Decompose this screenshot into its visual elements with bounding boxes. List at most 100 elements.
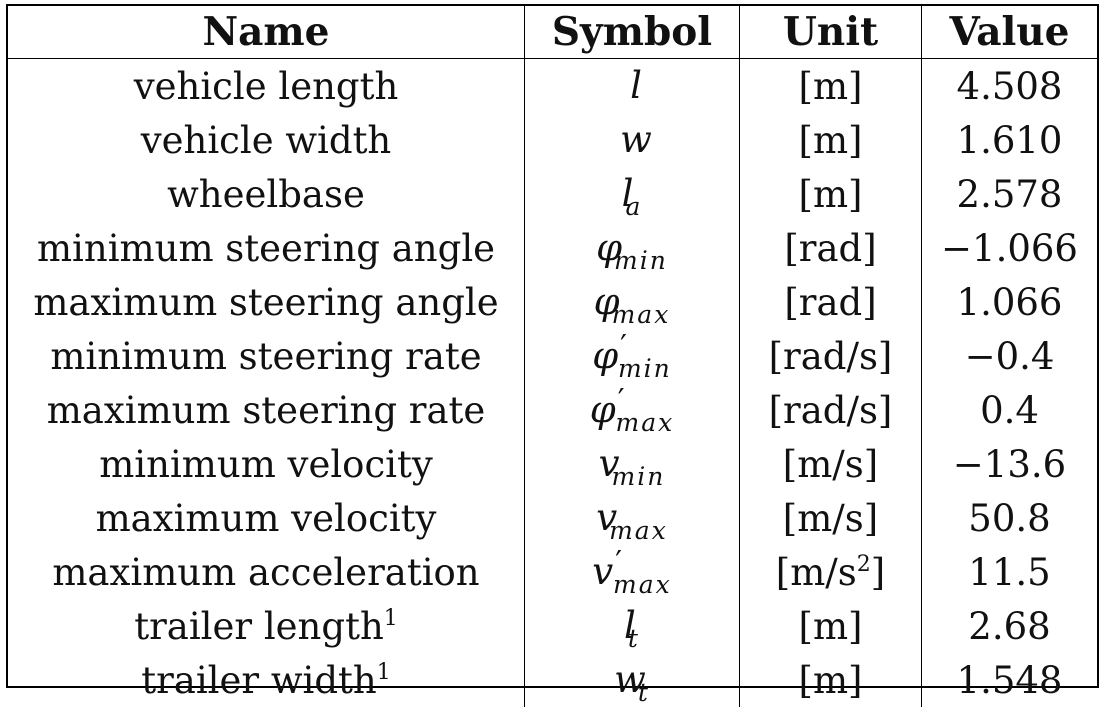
cell-name: maximum velocity: [8, 491, 525, 545]
table-row: vehicle width w [m] 1.610: [8, 113, 1097, 167]
footnote-mark: 1: [377, 660, 391, 685]
symbol-subscript: t: [638, 678, 650, 707]
symbol-subscript: max: [609, 516, 668, 545]
unit-text: [m]: [799, 659, 863, 702]
name-text: minimum velocity: [99, 443, 433, 486]
cell-unit: [m]: [740, 113, 922, 167]
cell-value: 1.066: [922, 275, 1098, 329]
unit-text: [rad/s]: [769, 335, 893, 378]
symbol-subscript: t: [628, 624, 640, 653]
value-text: 1.610: [957, 119, 1063, 162]
unit-text: [rad/s]: [769, 389, 893, 432]
header-name: Name: [8, 6, 525, 59]
table-row: maximum steering rate φ′max [rad/s] 0.4: [8, 383, 1097, 437]
table-row: vehicle length l [m] 4.508: [8, 59, 1097, 114]
cell-symbol: vmax: [525, 491, 740, 545]
cell-unit: [rad]: [740, 221, 922, 275]
cell-symbol: φmax: [525, 275, 740, 329]
name-text: minimum steering angle: [37, 227, 495, 270]
symbol: l: [630, 64, 634, 107]
cell-name: vehicle width: [8, 113, 525, 167]
cell-value: 11.5: [922, 545, 1098, 599]
table-row: maximum steering angle φmax [rad] 1.066: [8, 275, 1097, 329]
cell-unit: [rad/s]: [740, 329, 922, 383]
table-header-row: Name Symbol Unit Value: [8, 6, 1097, 59]
symbol: φ′max: [590, 388, 674, 431]
unit-text: [m/s]: [783, 443, 878, 486]
footnote-mark: 1: [384, 606, 398, 631]
cell-value: −0.4: [922, 329, 1098, 383]
name-text: trailer length: [134, 605, 384, 648]
symbol: φmax: [594, 280, 671, 323]
header-unit: Unit: [740, 6, 922, 59]
unit-text: [rad]: [784, 227, 876, 270]
value-text: −1.066: [941, 227, 1078, 270]
cell-name: minimum steering rate: [8, 329, 525, 383]
name-text: maximum velocity: [96, 497, 437, 540]
symbol: w: [620, 118, 644, 161]
symbol: vmax: [596, 496, 668, 539]
unit-text: [m/s: [776, 551, 857, 594]
table-row: maximum velocity vmax [m/s] 50.8: [8, 491, 1097, 545]
cell-symbol: l: [525, 59, 740, 114]
name-text: minimum steering rate: [50, 335, 481, 378]
cell-symbol: w: [525, 113, 740, 167]
table-row: minimum velocity vmin [m/s] −13.6: [8, 437, 1097, 491]
value-text: −0.4: [965, 335, 1055, 378]
unit-text: [rad]: [784, 281, 876, 324]
unit-text: [m]: [799, 605, 863, 648]
cell-name: trailer length1: [8, 599, 525, 653]
symbol-subscript: a: [625, 192, 642, 221]
unit-text: [m]: [799, 119, 863, 162]
symbol: φmin: [596, 226, 668, 269]
value-text: −13.6: [953, 443, 1066, 486]
header-symbol: Symbol: [525, 6, 740, 59]
cell-unit: [m/s2]: [740, 545, 922, 599]
unit-text: [m]: [799, 173, 863, 216]
cell-name: minimum velocity: [8, 437, 525, 491]
table-row: minimum steering rate φ′min [rad/s] −0.4: [8, 329, 1097, 383]
name-text: maximum acceleration: [52, 551, 479, 594]
symbol: v′max: [592, 550, 671, 593]
unit-text: [m/s]: [783, 497, 878, 540]
cell-value: 1.610: [922, 113, 1098, 167]
cell-unit: [m/s]: [740, 491, 922, 545]
cell-unit: [rad/s]: [740, 383, 922, 437]
cell-symbol: φmin: [525, 221, 740, 275]
cell-unit: [m]: [740, 653, 922, 707]
name-text: maximum steering rate: [47, 389, 486, 432]
cell-name: trailer width1: [8, 653, 525, 707]
name-text: maximum steering angle: [33, 281, 498, 324]
name-text: trailer width: [141, 659, 377, 702]
table-body: vehicle length l [m] 4.508 vehicle width w [m]…: [8, 59, 1097, 707]
cell-name: maximum steering angle: [8, 275, 525, 329]
symbol-base: φ: [592, 334, 619, 377]
cell-symbol: lt: [525, 599, 740, 653]
unit-text: [m]: [799, 65, 863, 108]
name-text: wheelbase: [167, 173, 365, 216]
cell-name: maximum acceleration: [8, 545, 525, 599]
symbol-base: v: [592, 550, 614, 593]
name-text: vehicle width: [141, 119, 392, 162]
cell-value: 0.4: [922, 383, 1098, 437]
value-text: 4.508: [957, 65, 1063, 108]
cell-symbol: φ′min: [525, 329, 740, 383]
cell-value: 2.68: [922, 599, 1098, 653]
value-text: 0.4: [980, 389, 1039, 432]
symbol: la: [622, 172, 643, 215]
symbol-subscript: max: [612, 300, 671, 329]
symbol: lt: [624, 604, 640, 647]
cell-unit: [m]: [740, 167, 922, 221]
cell-unit: [m/s]: [740, 437, 922, 491]
value-text: 50.8: [968, 497, 1050, 540]
cell-symbol: vmin: [525, 437, 740, 491]
cell-name: vehicle length: [8, 59, 525, 114]
value-text: 2.68: [968, 605, 1050, 648]
symbol-subscript: min: [618, 354, 672, 383]
vehicle-parameter-table: Name Symbol Unit Value vehicle length l [m…: [8, 6, 1097, 707]
cell-unit: [m]: [740, 599, 922, 653]
parameter-table-frame: Name Symbol Unit Value vehicle length l [m…: [6, 4, 1099, 688]
table-row: maximum acceleration v′max [m/s2]11.5: [8, 545, 1097, 599]
table-row: minimum steering angle φmin [rad] −1.066: [8, 221, 1097, 275]
